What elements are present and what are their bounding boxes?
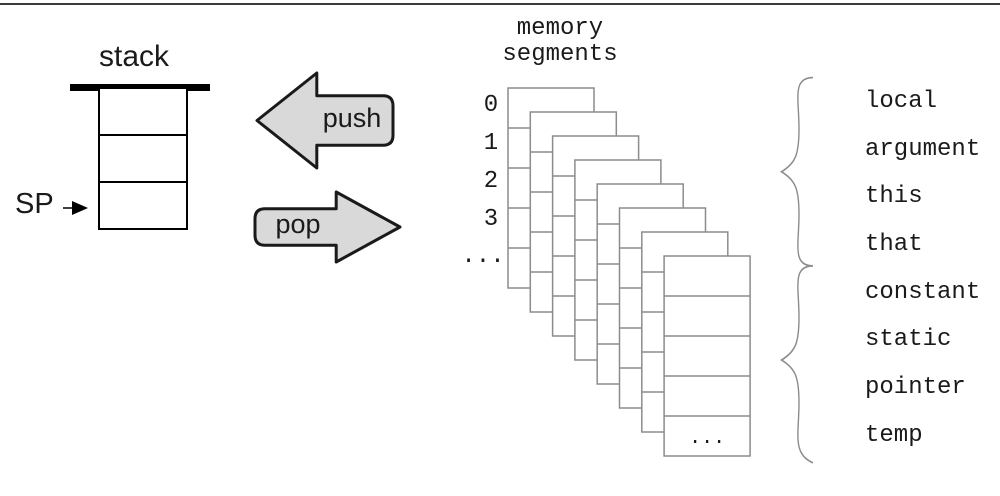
svg-text:argument: argument <box>865 136 980 163</box>
svg-text:push: push <box>323 103 382 133</box>
svg-text:SP: SP <box>15 188 54 220</box>
svg-text:static: static <box>865 326 951 353</box>
svg-text:1: 1 <box>484 130 498 157</box>
svg-text:this: this <box>865 183 923 210</box>
svg-text:2: 2 <box>484 168 498 195</box>
svg-text:constant: constant <box>865 279 980 306</box>
svg-text:...: ... <box>461 243 504 270</box>
svg-text:3: 3 <box>484 206 498 233</box>
svg-text:stack: stack <box>99 40 170 73</box>
svg-text:0: 0 <box>484 92 498 119</box>
svg-text:memory: memory <box>517 15 603 42</box>
svg-text:segments: segments <box>502 41 617 68</box>
svg-text:that: that <box>865 231 923 258</box>
svg-text:local: local <box>865 88 937 115</box>
svg-text:pop: pop <box>275 209 320 239</box>
svg-text:temp: temp <box>865 422 923 449</box>
svg-text:...: ... <box>689 427 725 450</box>
svg-text:pointer: pointer <box>865 374 966 401</box>
